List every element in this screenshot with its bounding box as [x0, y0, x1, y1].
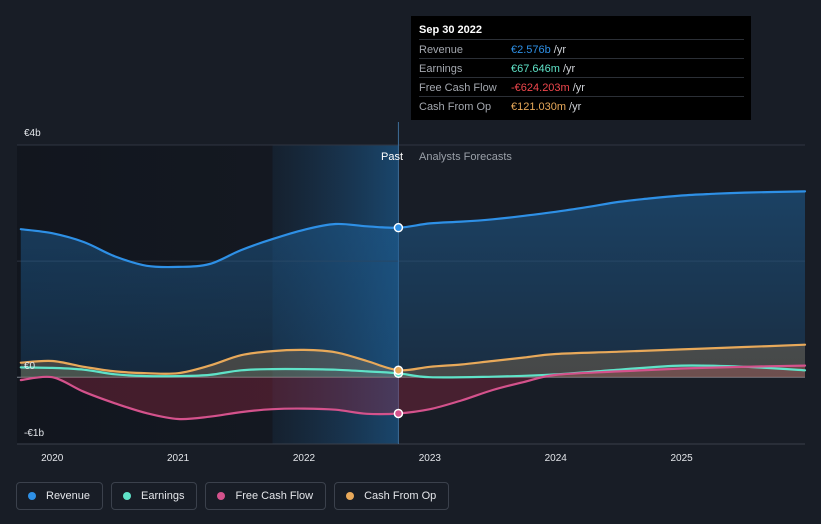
x-tick-label: 2024	[545, 453, 568, 464]
legend-item-revenue[interactable]: Revenue	[16, 482, 104, 510]
y-tick-label: €4b	[24, 128, 41, 139]
tooltip-value: €2.576b	[511, 44, 551, 56]
tooltip-unit: /yr	[562, 63, 576, 75]
x-tick-label: 2025	[671, 453, 694, 464]
legend-label: Free Cash Flow	[235, 490, 314, 502]
tooltip-label: Revenue	[419, 44, 464, 56]
marker-revenue	[393, 222, 404, 233]
tooltip-label: Cash From Op	[419, 101, 492, 113]
area-free-cash-flow	[20, 365, 806, 420]
line-earnings	[19, 364, 807, 379]
marker-free-cash-flow	[393, 408, 404, 419]
tooltip-unit: /yr	[569, 101, 582, 113]
legend-dot-icon	[28, 492, 36, 500]
tooltip-label: Free Cash Flow	[419, 82, 497, 94]
x-tick-label: 2020	[41, 453, 64, 464]
area-revenue	[20, 191, 806, 378]
x-tick-label: 2023	[419, 453, 442, 464]
tooltip-unit: /yr	[553, 44, 566, 56]
forecast-label: Analysts Forecasts	[419, 151, 512, 163]
line-free-cash-flow	[19, 364, 807, 421]
legend-dot-icon	[217, 492, 226, 500]
tooltip-row-cash-from-op: Cash From Op €121.030m /yr	[419, 96, 744, 115]
legend-dot-icon	[346, 492, 355, 500]
tooltip-value: €121.030m	[511, 101, 567, 113]
legend-label: Revenue	[46, 490, 91, 502]
legend: Revenue Earnings Free Cash Flow Cash Fro…	[16, 482, 450, 510]
x-tick-label: 2021	[167, 453, 190, 464]
tooltip-value: €67.646m	[511, 63, 560, 75]
line-cash-from-op	[19, 343, 807, 375]
legend-item-cash-from-op[interactable]: Cash From Op	[334, 482, 450, 510]
tooltip-value: -€624.203m	[511, 82, 570, 94]
tooltip-row-revenue: Revenue €2.576b /yr	[419, 39, 744, 58]
tooltip-date: Sep 30 2022	[419, 24, 482, 36]
past-label: Past	[381, 151, 403, 163]
legend-label: Earnings	[141, 490, 185, 502]
y-tick-label: €0	[24, 361, 36, 372]
legend-label: Cash From Op	[364, 490, 437, 502]
x-tick-label: 2022	[293, 453, 316, 464]
tooltip-label: Earnings	[419, 63, 463, 75]
tooltip-unit: /yr	[572, 82, 585, 94]
legend-item-earnings[interactable]: Earnings	[111, 482, 198, 510]
y-tick-label: -€1b	[24, 428, 44, 439]
legend-item-free-cash-flow[interactable]: Free Cash Flow	[205, 482, 327, 510]
tooltip-row-free-cash-flow: Free Cash Flow -€624.203m /yr	[419, 77, 744, 96]
legend-dot-icon	[123, 492, 132, 500]
tooltip: Sep 30 2022 Revenue €2.576b /yr Earnings…	[411, 16, 751, 120]
marker-cash-from-op	[393, 365, 404, 375]
tooltip-row-earnings: Earnings €67.646m /yr	[419, 58, 744, 77]
